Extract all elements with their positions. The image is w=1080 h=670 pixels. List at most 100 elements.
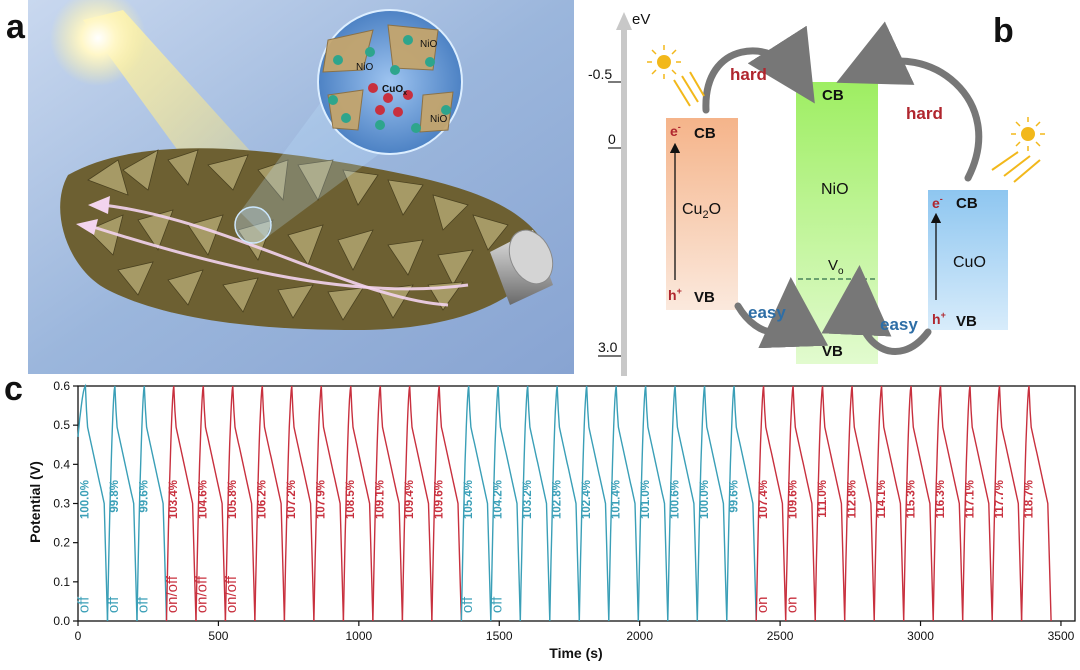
cycle-curve <box>401 385 433 622</box>
hole-label: h+ <box>932 310 946 327</box>
device-illustration: NiO NiO NiO CuOx <box>28 0 574 374</box>
y-tick-label: 0.6 <box>53 379 70 393</box>
efficiency-label: 109.6% <box>434 480 446 519</box>
tick-label: -0.5 <box>588 66 612 82</box>
efficiency-label: 107.4% <box>758 480 770 519</box>
efficiency-label: 111.0% <box>817 480 829 518</box>
efficiency-label: 104.6% <box>198 480 210 519</box>
light-mode-label: off <box>489 596 506 613</box>
cycle-curve <box>637 385 669 622</box>
band-diagram: eV -0.5 0 3.0 e- CB Cu2O h+ VB CB NiO Vo… <box>588 11 1045 376</box>
efficiency-label: 101.0% <box>640 480 652 519</box>
cycle-curve <box>283 385 315 622</box>
arrowhead-icon <box>88 196 110 214</box>
cycle-curve <box>460 385 492 622</box>
x-tick-label: 500 <box>208 629 228 643</box>
efficiency-label: 117.1% <box>964 480 976 518</box>
electron-label: e- <box>932 194 943 211</box>
gcd-chart: 0.0 0.1 0.2 0.3 0.4 0.5 0.6 0 500 1000 1500 2000 25… <box>27 379 1076 661</box>
x-tick-label: 2500 <box>767 629 794 643</box>
cycle-curve <box>696 385 728 622</box>
sun-icon <box>647 45 705 107</box>
cycle-curve <box>726 385 757 622</box>
efficiency-label: 105.8% <box>227 480 239 519</box>
efficiency-label: 115.3% <box>905 480 917 518</box>
axis-unit: eV <box>632 11 650 28</box>
y-tick-label: 0.1 <box>53 575 70 589</box>
transfer-arrow-hard-right <box>836 21 983 182</box>
y-tick-label: 0.5 <box>53 418 70 432</box>
efficiency-label: 118.7% <box>1023 480 1035 518</box>
panel-b-band-diagram: eV -0.5 0 3.0 e- CB Cu2O h+ VB CB NiO Vo… <box>578 0 1080 380</box>
cu2o-vb-label: VB <box>694 289 715 306</box>
panel-c-chart: 0.0 0.1 0.2 0.3 0.4 0.5 0.6 0 500 1000 1500 2000 25… <box>0 372 1080 665</box>
substrate-rod <box>490 229 554 305</box>
efficiency-label: 114.1% <box>876 480 888 518</box>
light-mode-label: on <box>754 596 771 613</box>
efficiency-label: 103.2% <box>522 480 534 519</box>
light-mode-label: off <box>135 596 152 613</box>
cycle-curve <box>165 385 197 622</box>
y-axis-label: Potential (V) <box>27 461 43 543</box>
sun-icon <box>991 117 1045 183</box>
inset-label-nio: NiO <box>356 62 373 73</box>
efficiency-label: 105.4% <box>463 480 475 519</box>
light-mode-label: off <box>459 596 476 613</box>
light-mode-label: off <box>105 596 122 613</box>
cu2o-cb-label: CB <box>694 125 716 142</box>
cycle-curve <box>903 385 934 622</box>
cycle-curve <box>342 385 374 622</box>
y-tick-label: 0.4 <box>53 457 70 471</box>
efficiency-label: 99.6% <box>728 480 740 513</box>
cycle-curve <box>755 385 787 622</box>
zoom-spot <box>234 206 272 244</box>
y-tick-label: 0.3 <box>53 497 70 511</box>
cycle-curve <box>372 385 404 622</box>
cycle-curve <box>313 385 345 622</box>
cycle-curve <box>490 385 521 622</box>
cycle-curve <box>106 385 138 622</box>
cycle-curve <box>1020 385 1052 622</box>
energy-axis <box>621 28 627 376</box>
nio-vb-label: VB <box>822 343 843 360</box>
hard-label: hard <box>906 104 943 123</box>
light-mode-label: on/off <box>194 575 211 613</box>
cycle-curve <box>667 385 698 622</box>
efficiency-label: 99.8% <box>109 480 121 513</box>
easy-label: easy <box>880 315 918 334</box>
inset-label-nio: NiO <box>430 114 447 125</box>
cycle-curve <box>785 385 816 622</box>
efficiency-label: 100.0% <box>80 480 92 519</box>
panel-b-letter: b <box>993 12 1014 50</box>
efficiency-label: 99.6% <box>139 480 151 513</box>
cycle-curve <box>431 385 463 622</box>
efficiency-label: 107.9% <box>316 480 328 519</box>
efficiency-label: 107.2% <box>286 480 298 519</box>
efficiency-label: 102.4% <box>581 480 593 519</box>
cycle-curve <box>77 383 109 622</box>
x-axis-label: Time (s) <box>549 645 602 661</box>
light-mode-label: on/off <box>223 575 240 613</box>
cycle-curve <box>578 385 610 622</box>
efficiency-label: 100.6% <box>669 480 681 519</box>
efficiency-label: 106.2% <box>257 480 269 519</box>
cycle-curve <box>224 385 256 622</box>
cycle-curve <box>549 385 580 622</box>
efficiency-label: 109.4% <box>404 480 416 519</box>
cycle-curve <box>608 385 639 622</box>
panel-c-letter: c <box>4 370 23 408</box>
efficiency-label: 112.8% <box>846 480 858 518</box>
inset-heterojunction: NiO NiO NiO CuOx <box>317 9 463 155</box>
efficiency-label: 103.4% <box>168 480 180 519</box>
nio-cb-label: CB <box>822 87 844 104</box>
inset-label-nio: NiO <box>420 39 437 50</box>
efficiency-label: 100.0% <box>699 480 711 519</box>
y-tick-label: 0.2 <box>53 536 70 550</box>
cycle-curve <box>873 385 905 622</box>
efficiency-label: 117.7% <box>994 480 1006 518</box>
efficiency-label: 116.3% <box>935 480 947 518</box>
cuo-cb-label: CB <box>956 195 978 212</box>
cuo-vb-label: VB <box>956 313 977 330</box>
light-mode-label: off <box>76 596 93 613</box>
transfer-arrow-hard-left <box>702 25 815 114</box>
